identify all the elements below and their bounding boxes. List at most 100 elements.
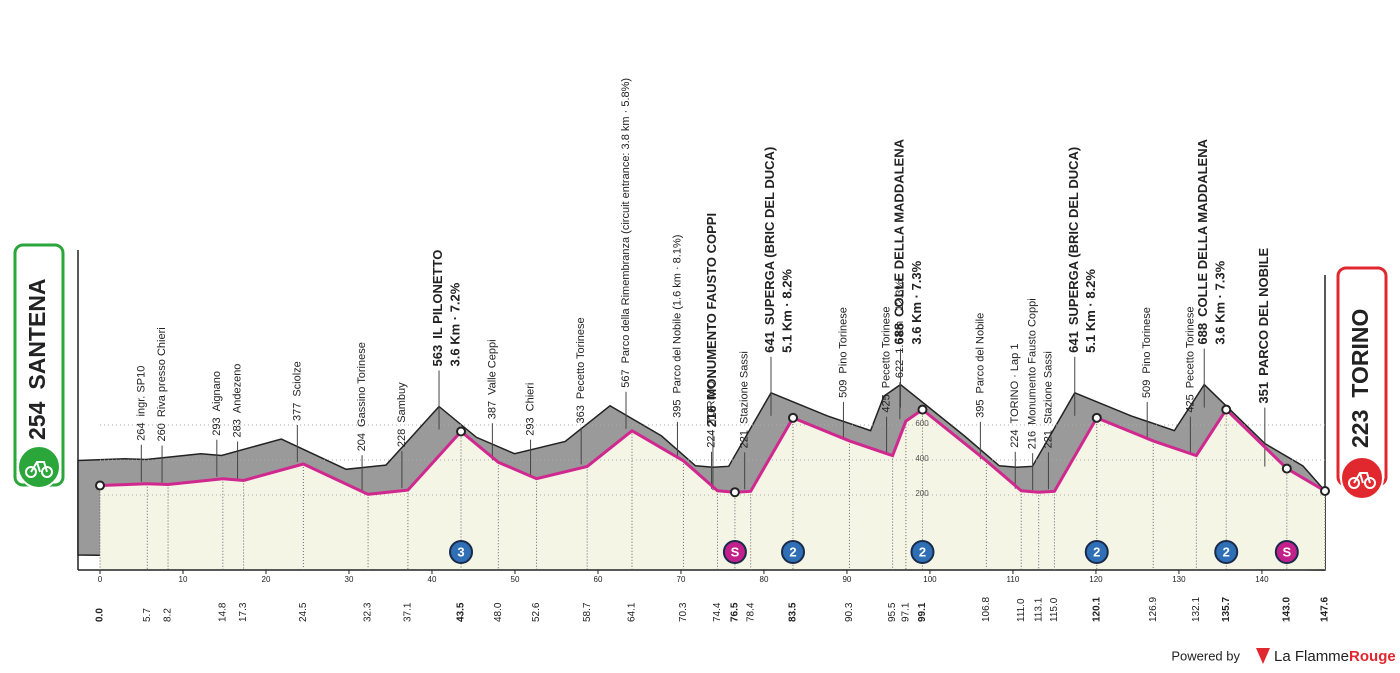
- waypoint-label: 283 Andezeno: [231, 364, 243, 438]
- km-label: 126.9: [1148, 597, 1159, 622]
- km-label: 143.0: [1281, 597, 1292, 622]
- climb-detail: 3.6 Km · 7.3%: [909, 260, 924, 344]
- waypoint-elevation: 377: [291, 403, 303, 421]
- waypoint-label: 509 Pino Torinese: [837, 307, 849, 398]
- waypoint-elevation: 228: [396, 429, 408, 447]
- waypoint-elevation: 395: [974, 400, 986, 418]
- waypoint-label: 224 TORINO · Lap 1: [1009, 344, 1021, 448]
- waypoint-elevation: 567: [620, 369, 632, 387]
- waypoint-label: 293 Chieri: [524, 383, 536, 436]
- category-badge: [910, 540, 935, 564]
- waypoint-label: 224 TORINO: [705, 380, 717, 447]
- waypoint-elevation: 293: [211, 417, 223, 435]
- km-label: 83.5: [788, 602, 799, 622]
- x-tick-label: 120: [1089, 575, 1103, 584]
- finish-label: 223 TORINO: [1347, 309, 1373, 448]
- waypoint-elevation: 221: [739, 430, 751, 448]
- waypoint-label: 293 Aignano: [211, 371, 223, 436]
- climb-label: 563 IL PILONETTO: [430, 250, 445, 367]
- waypoint-name: MONUMENTO FAUSTO COPPI: [704, 213, 719, 400]
- waypoint-elevation: 641: [762, 331, 777, 353]
- km-label: 52.6: [531, 602, 542, 622]
- category-label: 2: [789, 544, 796, 559]
- brand: La FlammeRouge: [1274, 648, 1396, 665]
- climb-label: 688 COLLE DELLA MADDALENA: [892, 138, 907, 344]
- category-badge: [1084, 540, 1109, 564]
- waypoint-label: 264 ingr. SP10: [135, 366, 147, 441]
- point-marker: [95, 480, 105, 491]
- y-tick-label: 400: [915, 454, 929, 463]
- km-label: 43.5: [456, 602, 467, 622]
- km-label: 97.1: [901, 602, 912, 622]
- waypoint-elevation: 425: [1184, 394, 1196, 412]
- x-tick-label: 80: [760, 575, 769, 584]
- point-marker: [1221, 404, 1232, 415]
- category-label: 2: [1223, 544, 1230, 559]
- category-label: S: [1282, 544, 1291, 559]
- waypoint-label: 228 Sambuy: [396, 382, 408, 447]
- point-marker: [1091, 412, 1102, 423]
- waypoint-label: 567 Parco della Rimembranza (circuit entr…: [620, 78, 632, 388]
- waypoint-elevation: 351: [1256, 382, 1271, 404]
- waypoint-label: 425 Pecetto Torinese: [1184, 307, 1196, 413]
- waypoint-elevation: 688: [892, 323, 907, 345]
- climb-label: 688 COLLE DELLA MADDALENA: [1196, 138, 1211, 344]
- waypoint-label: 363 Pecetto Torinese: [575, 317, 587, 423]
- category-label: S: [731, 544, 740, 559]
- waypoint-name: Pecetto Torinese: [575, 317, 587, 399]
- finish-elevation: 223: [1347, 410, 1373, 448]
- category-badge: [1214, 540, 1239, 564]
- point-marker: [1320, 485, 1330, 496]
- x-tick-label: 10: [179, 575, 188, 584]
- waypoint-elevation: 216: [704, 405, 719, 427]
- waypoint-elevation: 387: [486, 401, 498, 419]
- finish-name: TORINO: [1347, 309, 1373, 398]
- x-tick-label: 60: [594, 575, 603, 584]
- category-label: 2: [1093, 544, 1100, 559]
- waypoint-name: TORINO: [705, 380, 717, 423]
- waypoint-name: Valle Ceppi: [486, 339, 498, 394]
- waypoint-name: COLLE DELLA MADDALENA: [892, 138, 907, 317]
- brand-2: Rouge: [1349, 648, 1396, 665]
- km-label: 32.3: [363, 602, 374, 622]
- waypoint-elevation: 224: [705, 429, 717, 447]
- waypoint-name: PARCO DEL NOBILE: [1256, 247, 1271, 375]
- waypoint-name: Pino Torinese: [837, 307, 849, 373]
- km-label: 14.8: [217, 602, 228, 622]
- x-tick-label: 140: [1255, 575, 1269, 584]
- climb-detail: 5.1 Km · 8.2%: [1083, 269, 1098, 353]
- waypoint-label: 260 Riva presso Chieri: [156, 327, 168, 441]
- waypoint-name: COLLE DELLA MADDALENA: [1196, 138, 1211, 317]
- waypoint-name: Aignano: [211, 371, 223, 411]
- waypoint-label: 622 1.6 km · 12.3%: [894, 280, 906, 379]
- waypoint-elevation: 260: [156, 423, 168, 441]
- x-tick-label: 100: [923, 575, 937, 584]
- waypoint-elevation: 363: [575, 405, 587, 423]
- waypoint-name: Riva presso Chieri: [156, 327, 168, 417]
- waypoint-label: 395 Parco del Nobile (1.6 km · 8.1%): [671, 235, 683, 418]
- waypoint-name: Parco della Rimembranza (circuit entranc…: [620, 78, 632, 364]
- point-marker: [788, 412, 799, 423]
- waypoint-elevation: 224: [1009, 429, 1021, 447]
- waypoint-elevation: 425: [881, 394, 893, 412]
- waypoint-elevation: 216: [1027, 431, 1039, 449]
- waypoint-label: 425 Pecetto Torinese: [881, 307, 893, 413]
- km-label: 70.3: [678, 602, 689, 622]
- km-label: 78.4: [745, 602, 756, 622]
- km-label: 24.5: [298, 602, 309, 622]
- category-badge: [449, 540, 474, 564]
- waypoint-name: Sambuy: [396, 382, 408, 423]
- start-name: SANTENA: [24, 278, 50, 389]
- profile-line: [99, 407, 1326, 496]
- waypoint-label: 509 Pino Torinese: [1141, 307, 1153, 398]
- waypoint-elevation: 293: [524, 417, 536, 435]
- km-label: 120.1: [1091, 597, 1102, 622]
- climb-label: 351 PARCO DEL NOBILE: [1256, 247, 1271, 403]
- waypoint-name: Pecetto Torinese: [881, 307, 893, 389]
- waypoint-elevation: 509: [837, 380, 849, 398]
- x-tick-label: 30: [345, 575, 354, 584]
- waypoint-name: IL PILONETTO: [430, 250, 445, 339]
- km-label: 76.5: [730, 602, 741, 622]
